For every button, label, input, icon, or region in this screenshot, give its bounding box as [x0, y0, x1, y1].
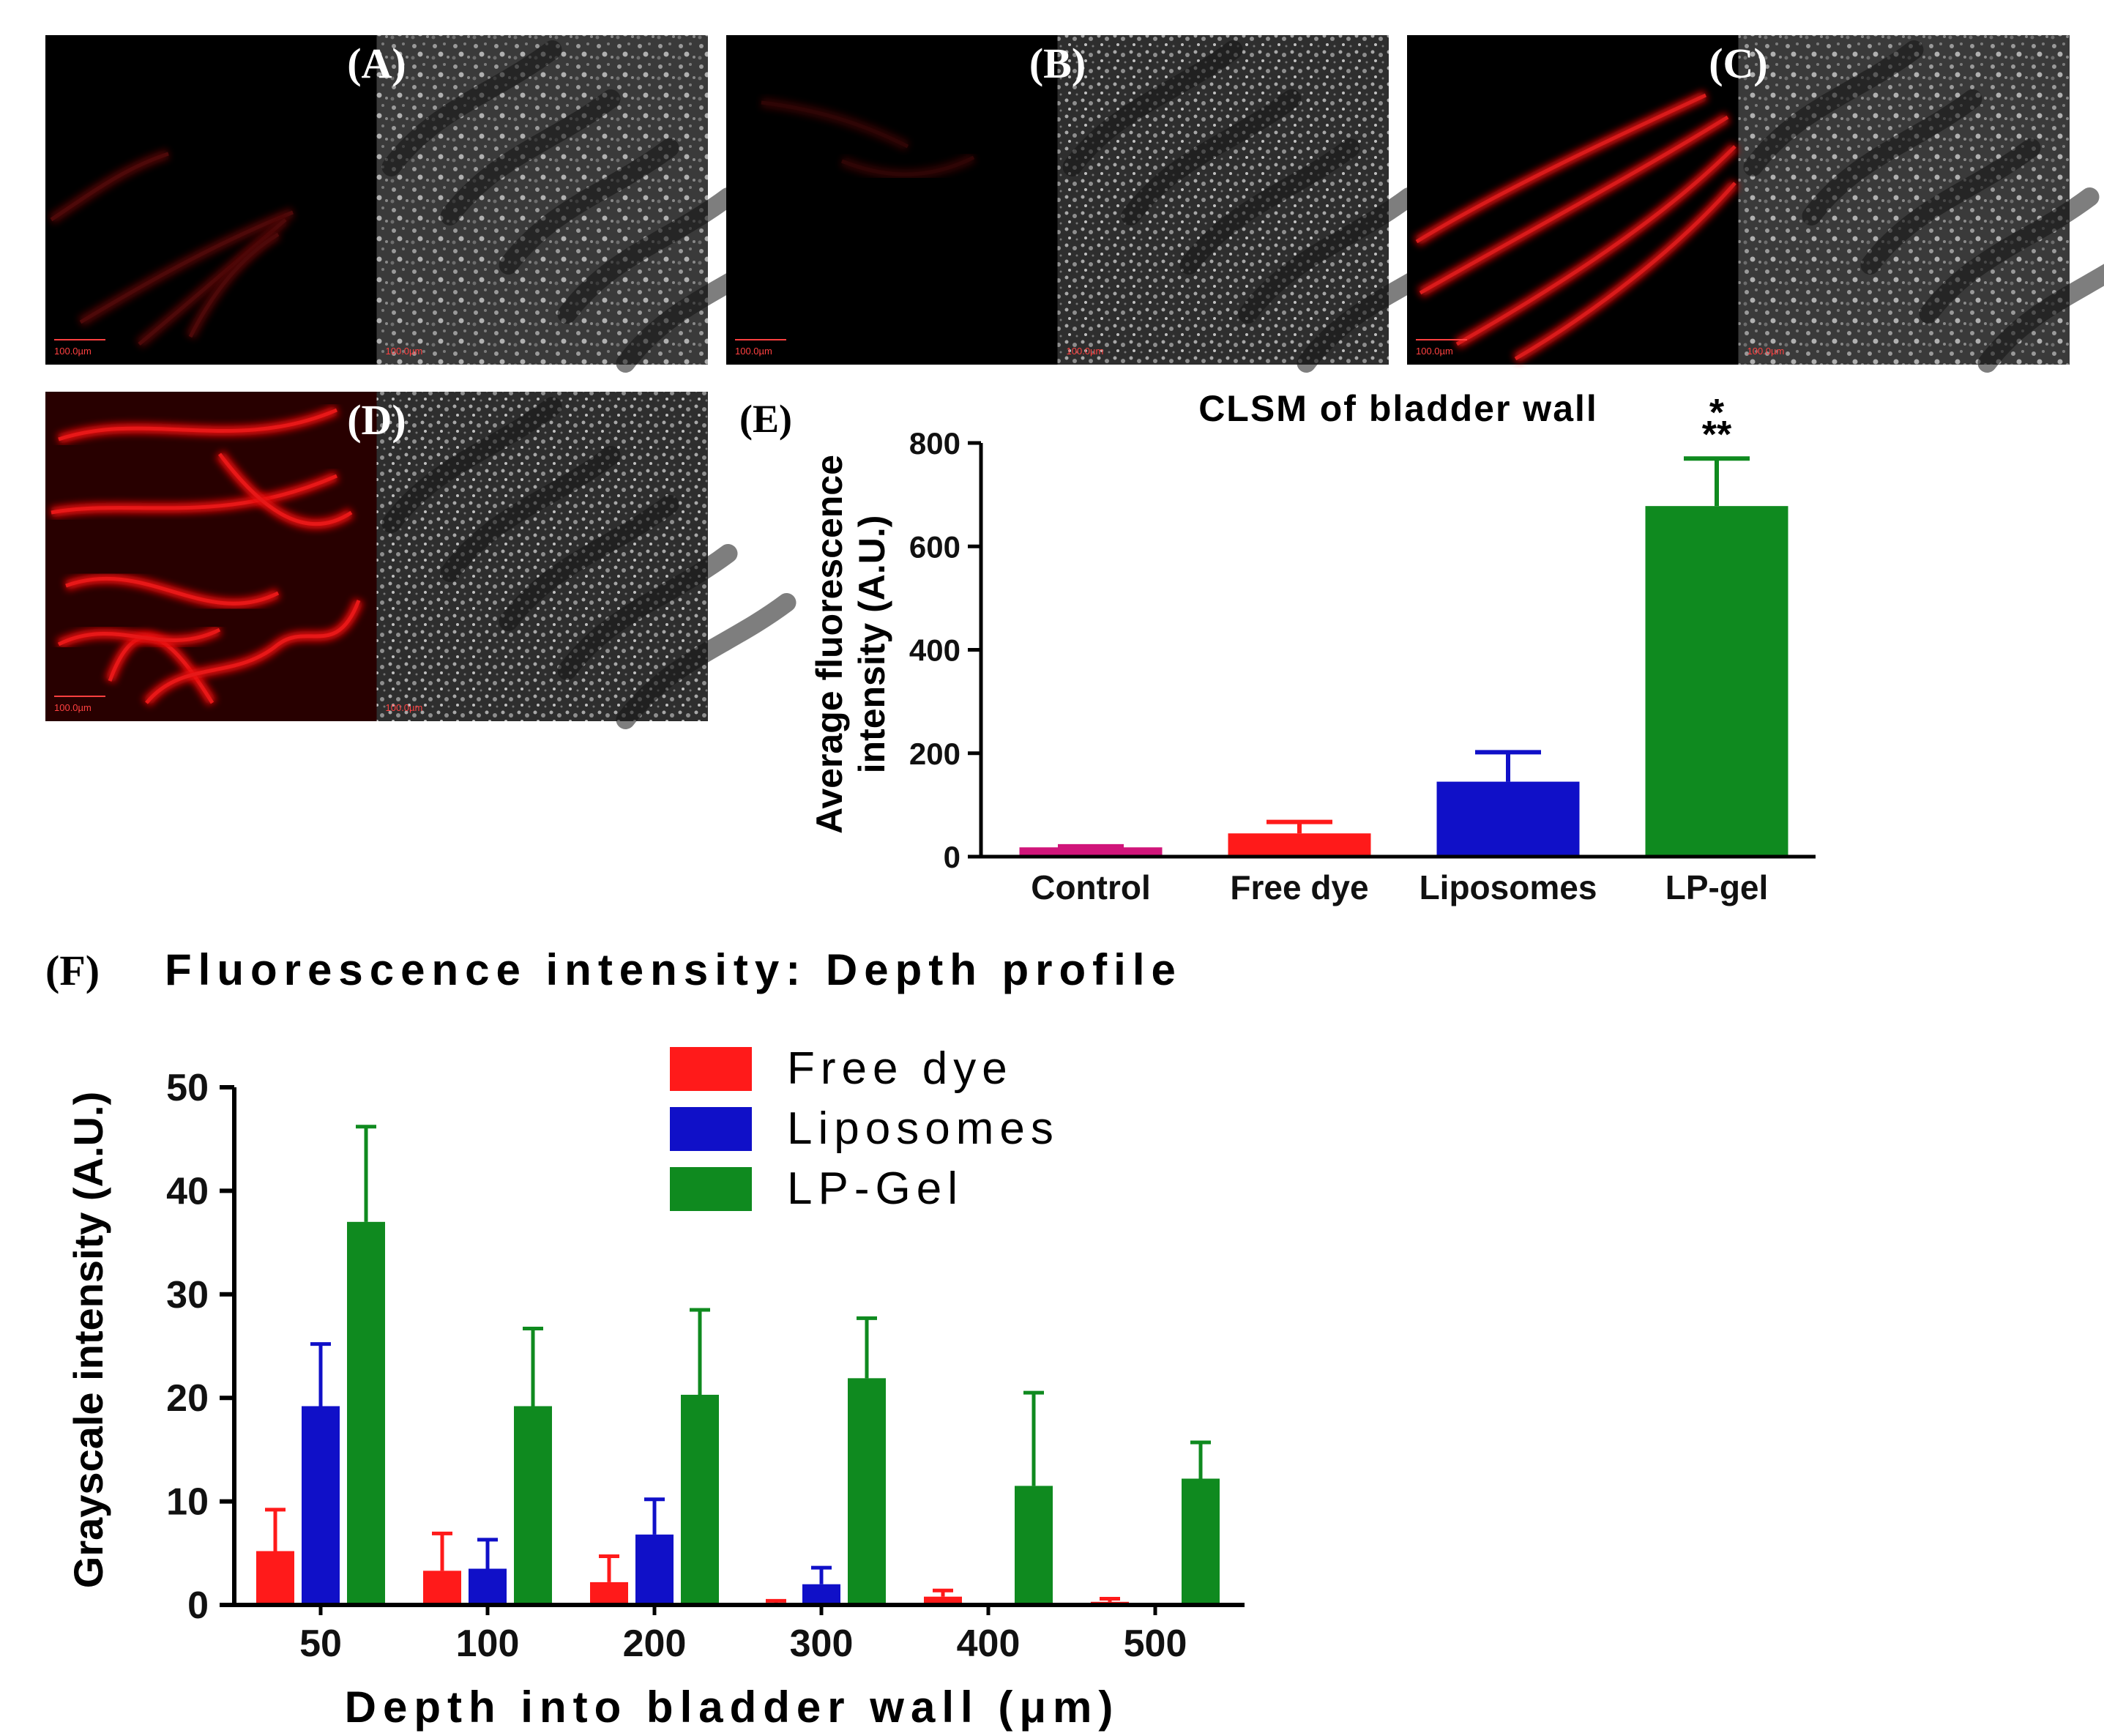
bar-liposomes [1436, 781, 1580, 857]
panel-b-scale-bar-right: 100.0µm [1067, 346, 1104, 357]
panel-b-fluorescence [726, 35, 1058, 365]
chart-f-ylabel: Grayscale intensity (A.U.) [65, 1092, 111, 1588]
chart-f-panel-label: (F) [45, 947, 100, 994]
legend-label-free-dye: Free dye [787, 1043, 1013, 1094]
legend-swatch-lp-gel [670, 1167, 752, 1211]
panel-d-red-signal [45, 392, 377, 721]
panel-d-scale-bar-left: 100.0µm [54, 702, 92, 713]
panel-b-label: (B) [1029, 40, 1086, 87]
legend-swatch-free-dye [670, 1047, 752, 1091]
f-ytick-label-40: 40 [166, 1170, 209, 1212]
bar-lp-gel-400 [1015, 1486, 1053, 1605]
panel-d-scale-bar-right: 100.0µm [386, 702, 423, 713]
f-ytick-label-30: 30 [166, 1274, 209, 1316]
panel-a-label: (A) [347, 40, 406, 87]
f-ytick-label-50: 50 [166, 1067, 209, 1109]
bar-free-dye [1228, 833, 1371, 857]
ytick-label-0: 0 [944, 840, 960, 874]
panel-c-brightfield [1738, 35, 2070, 365]
panel-d-label: (D) [347, 396, 406, 444]
panel-c-red-signal [1414, 90, 1739, 364]
panel-c-label: (C) [1709, 40, 1768, 87]
xtick-lp-gel: LP-gel [1665, 868, 1769, 906]
bar-free-dye-200 [590, 1582, 628, 1605]
ytick-label-800: 800 [909, 426, 960, 461]
panel-d-brightfield [376, 392, 708, 721]
xtick-300: 300 [790, 1623, 854, 1665]
ytick-label-200: 200 [909, 737, 960, 771]
chart-f-xlabel: Depth into bladder wall (μm) [345, 1683, 1120, 1732]
panel-a-scale-bar-left: 100.0µm [54, 346, 92, 357]
panel-a-brightfield [376, 35, 708, 365]
panel-c-scale-bar-right: 100.0µm [1747, 346, 1785, 357]
chart-e: (E) CLSM of bladder wall Average fluores… [739, 388, 1816, 906]
bar-free-dye-100 [423, 1571, 461, 1605]
bar-liposomes-50 [302, 1406, 340, 1605]
chart-e-ylabel: Average fluorescence intensity (A.U.) [809, 455, 892, 834]
xtick-500: 500 [1124, 1623, 1187, 1665]
chart-e-title: CLSM of bladder wall [1198, 388, 1598, 429]
bar-lp-gel-500 [1182, 1478, 1220, 1605]
bar-free-dye-400 [924, 1596, 962, 1605]
xtick-free-dye: Free dye [1230, 868, 1368, 906]
bar-lp-gel-100 [514, 1406, 552, 1605]
chart-f-legend: Free dye Liposomes LP-Gel [670, 1043, 1059, 1214]
ytick-label-600: 600 [909, 529, 960, 564]
legend-swatch-liposomes [670, 1107, 752, 1151]
panel-a-scale-bar-right: 100.0µm [386, 346, 423, 357]
panel-b-brightfield [1057, 35, 1389, 365]
legend-label-liposomes: Liposomes [787, 1103, 1059, 1154]
chart-e-ylabel-line2: intensity (A.U.) [851, 515, 892, 774]
bar-free-dye-50 [256, 1551, 294, 1605]
f-ytick-label-0: 0 [187, 1584, 209, 1627]
panel-b: (B) 100.0µm 100.0µm [726, 35, 1477, 373]
chart-f: (F) Fluorescence intensity: Depth profil… [45, 945, 1245, 1732]
bar-liposomes-100 [469, 1568, 507, 1605]
panel-c-tissue-streaks [1743, 40, 2104, 373]
f-ytick-label-10: 10 [166, 1481, 209, 1524]
bar-lp-gel-300 [848, 1378, 886, 1605]
chart-e-panel-label: (E) [739, 397, 792, 441]
panel-d: (D) 100.0µm 100.0µm [45, 392, 797, 729]
bar-liposomes-300 [802, 1584, 840, 1605]
chart-f-title: Fluorescence intensity: Depth profile [165, 945, 1182, 994]
significance-mark-2: ** [1702, 414, 1732, 456]
ytick-label-400: 400 [909, 633, 960, 668]
xtick-400: 400 [957, 1623, 1021, 1665]
bar-control [1019, 847, 1163, 857]
panel-a: (A) 100.0µm 100.0µm [45, 35, 797, 373]
panel-d-tissue-streaks [381, 397, 797, 729]
bar-lp-gel-200 [681, 1394, 719, 1605]
significance-mark-1: * [1709, 392, 1725, 434]
bar-lp-gel [1645, 506, 1788, 857]
xtick-control: Control [1031, 868, 1151, 906]
xtick-50: 50 [299, 1623, 342, 1665]
panel-a-tissue-streaks [381, 40, 797, 373]
xtick-liposomes: Liposomes [1420, 868, 1597, 906]
legend-label-lp-gel: LP-Gel [787, 1163, 963, 1214]
panel-c-scale-bar-left: 100.0µm [1416, 346, 1453, 357]
xtick-100: 100 [456, 1623, 520, 1665]
f-ytick-label-20: 20 [166, 1377, 209, 1420]
panel-b-red-signal [761, 97, 977, 180]
xtick-200: 200 [623, 1623, 687, 1665]
bar-liposomes-200 [635, 1534, 674, 1605]
chart-e-ylabel-line1: Average fluorescence [809, 455, 850, 834]
bar-lp-gel-50 [347, 1221, 385, 1605]
panel-b-scale-bar-left: 100.0µm [735, 346, 772, 357]
panel-c: (C) 100.0µm 100.0µm [1407, 35, 2104, 373]
panel-a-red-signal [48, 149, 295, 349]
panel-c-fluorescence [1407, 35, 1739, 365]
